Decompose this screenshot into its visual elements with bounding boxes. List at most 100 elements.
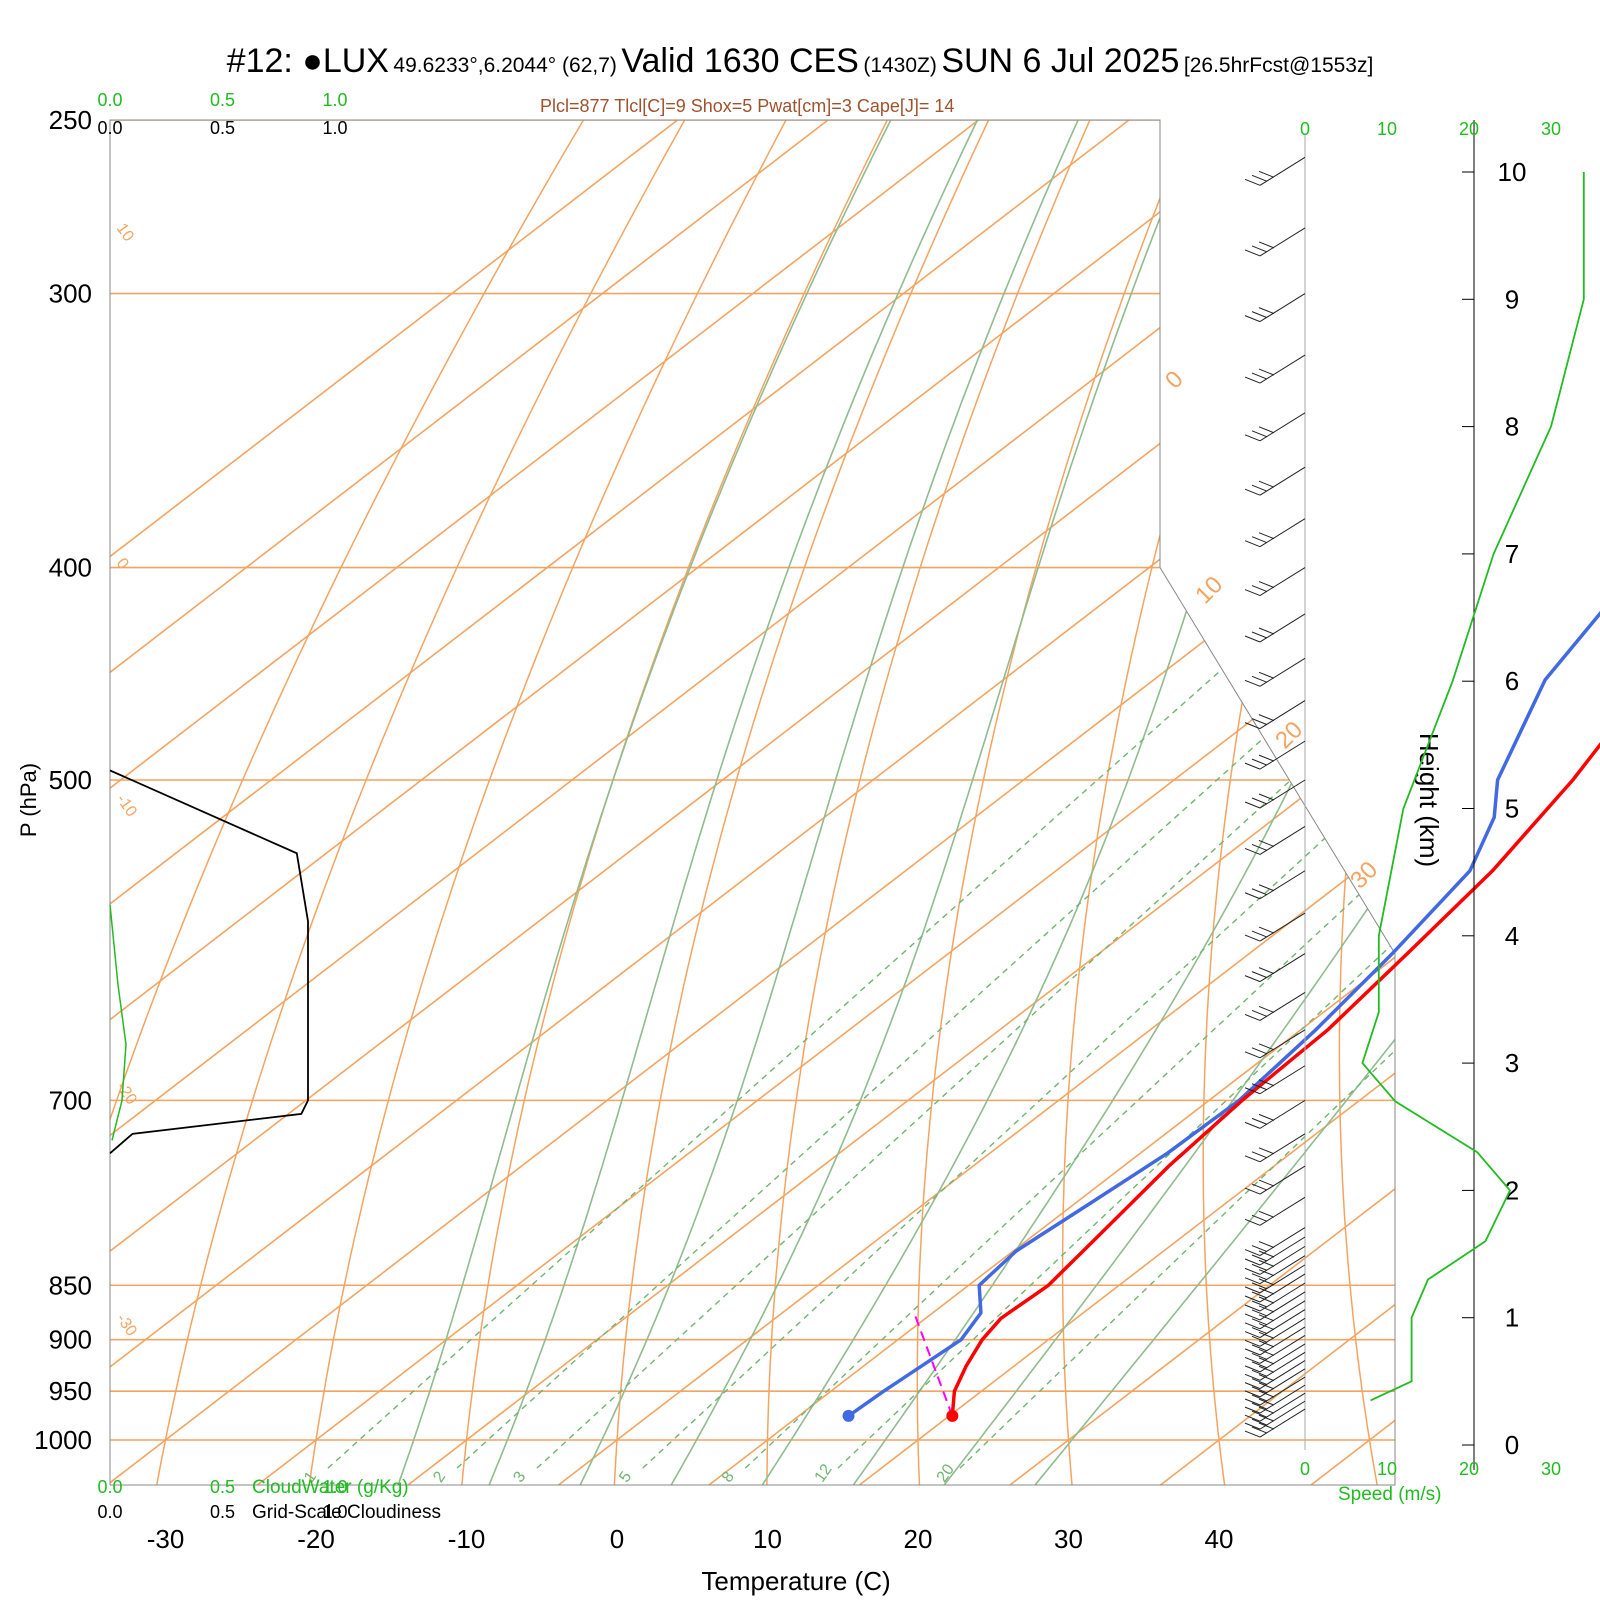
wind-barb-feather (1258, 1348, 1275, 1356)
wind-barb (1244, 953, 1306, 983)
isotherm-label: -20 (113, 1079, 140, 1108)
isotherm-label: 30 (1345, 856, 1383, 894)
wind-barb-shaft (1259, 1300, 1306, 1330)
speed-axis-top-tick: 30 (1541, 119, 1561, 139)
wind-barb-feather (1258, 1079, 1275, 1087)
station-coords: 49.6233°,6.2044° (62,7) (393, 54, 617, 77)
wind-barb-feather (1258, 1287, 1275, 1295)
background-lines (110, 120, 1395, 1485)
wind-barb-shaft (1259, 1133, 1306, 1163)
wind-barb-feather (1251, 1426, 1268, 1434)
wind-barb-feather (1244, 1218, 1261, 1226)
wind-barb (1244, 1368, 1306, 1398)
wind-barb-feather (1244, 1406, 1261, 1414)
wind-barb-shaft (1259, 992, 1306, 1021)
wind-barb-feather (1258, 1323, 1275, 1331)
wind-barb (1244, 1326, 1306, 1356)
isotherm-label: 10 (1190, 571, 1228, 609)
isotherm-line (110, 120, 1395, 1485)
wind-barb-shaft (1259, 1196, 1306, 1226)
wind-barb-feather (1258, 241, 1275, 249)
isotherm-line (110, 120, 1395, 1485)
wind-barb-shaft (1259, 1282, 1306, 1312)
wind-barb-feather (1258, 1406, 1275, 1414)
wind-barb (1244, 1196, 1306, 1226)
wind-barb-feather (1251, 1402, 1268, 1410)
wind-barb (1244, 1335, 1306, 1364)
wind-barb-feather (1258, 1422, 1275, 1430)
wind-barb (1244, 1255, 1306, 1285)
wind-barb-feather (1251, 631, 1268, 639)
isotherm-line (110, 120, 1395, 1485)
wind-barb-feather (1251, 174, 1268, 182)
wind-barb-shaft (1259, 1360, 1306, 1390)
wind-barb-feather (1251, 1335, 1268, 1343)
wind-barb (1244, 518, 1306, 548)
pressure-tick-label: 400 (49, 553, 92, 583)
moist-adiabat-line (1025, 120, 1395, 1485)
wind-barb-feather (1258, 839, 1275, 847)
surface-dewpoint-marker (842, 1409, 855, 1422)
x-axis-label: Temperature (C) (701, 1566, 890, 1596)
wind-barb-feather (1244, 1014, 1261, 1021)
isotherm-label: 0 (113, 555, 132, 572)
wind-barb-feather (1258, 1398, 1275, 1406)
wind-barb-feather (1258, 1390, 1275, 1398)
wind-barb (1244, 1282, 1306, 1312)
wind-barb-feather (1251, 1410, 1268, 1418)
wind-barb-feather (1258, 1043, 1275, 1051)
wind-barb-feather (1244, 762, 1261, 770)
wind-barb-feather (1251, 1047, 1268, 1055)
pressure-tick-label: 700 (49, 1085, 92, 1115)
height-tick-label: 5 (1505, 794, 1519, 824)
wind-barb (1244, 1099, 1306, 1129)
pressure-tick-label: 1000 (34, 1425, 92, 1455)
wind-barb-shaft (1259, 1335, 1306, 1364)
wind-barb-shaft (1259, 466, 1306, 496)
isotherm-label: 10 (113, 220, 137, 244)
wind-barb-feather (1244, 1249, 1261, 1256)
moist-adiabat-line (483, 120, 997, 1485)
wind-barb-feather (1244, 376, 1261, 384)
wind-barb (1244, 156, 1306, 186)
wind-barb-feather (1258, 627, 1275, 635)
dry-adiabat-line (154, 120, 708, 1485)
wind-barb-shaft (1259, 613, 1306, 643)
wind-barb-feather (1244, 722, 1261, 730)
wind-barb-shaft (1259, 1392, 1306, 1422)
wind-barb-feather (1251, 1344, 1268, 1352)
wind-barb-shaft (1259, 1165, 1306, 1195)
mixing-ratio-line (642, 566, 1395, 1469)
wind-barb-feather (1244, 1331, 1261, 1339)
pressure-tick-label: 250 (49, 105, 92, 135)
wind-barb-feather (1244, 589, 1261, 596)
wind-barb-feather (1258, 1296, 1275, 1304)
isotherm-line (255, 120, 1395, 1485)
wind-barb-feather (1258, 1147, 1275, 1155)
wind-barb-feather (1244, 934, 1261, 942)
wind-barb-feather (1244, 892, 1261, 900)
wind-barb-shaft (1259, 1317, 1306, 1347)
pressure-tick-label: 500 (49, 765, 92, 795)
isotherm-line (1158, 120, 1395, 1485)
wind-barb-feather (1244, 1155, 1261, 1163)
wind-barb-feather (1251, 1282, 1268, 1290)
wind-barb-feather (1258, 480, 1275, 488)
wind-barb-shaft (1259, 1291, 1306, 1321)
wind-barb-shaft (1259, 740, 1306, 770)
wind-barb-feather (1258, 1179, 1275, 1187)
mixing-ratio-line (536, 566, 1395, 1469)
height-tick-label: 6 (1505, 666, 1519, 696)
mixing-ratio-line (959, 566, 1395, 1469)
height-axis-label: Height (km) (1414, 733, 1444, 867)
wind-barb-shaft (1259, 567, 1306, 596)
speed-axis-bottom-tick: 10 (1377, 1459, 1397, 1479)
cloud-axis-tick-label: 0.5 (210, 1477, 235, 1497)
wind-barb-feather (1251, 311, 1268, 319)
valid-time: Valid 1630 CES (621, 42, 859, 80)
height-tick-label: 0 (1505, 1430, 1519, 1460)
wind-barb-feather (1251, 1291, 1268, 1299)
wind-barb (1244, 1392, 1306, 1422)
wind-barb-feather (1251, 930, 1268, 938)
